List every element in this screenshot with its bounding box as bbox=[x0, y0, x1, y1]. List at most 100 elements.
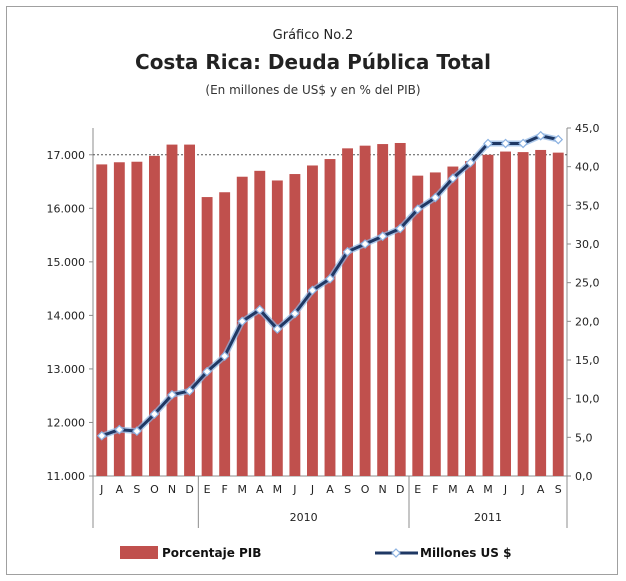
line-marker bbox=[167, 389, 177, 400]
left-tick-label: 17.000 bbox=[47, 149, 86, 162]
line-marker bbox=[377, 231, 388, 242]
chart-title: Costa Rica: Deuda Pública Total bbox=[135, 50, 491, 74]
left-tick-label: 16.000 bbox=[47, 202, 86, 215]
right-tick-label: 45,0 bbox=[575, 122, 600, 135]
bar bbox=[394, 142, 406, 476]
x-tick-label: O bbox=[361, 483, 370, 496]
line-marker bbox=[325, 273, 335, 284]
left-tick-label: 14.000 bbox=[47, 309, 86, 322]
line-marker bbox=[132, 426, 142, 436]
line-marker bbox=[465, 157, 476, 168]
bar bbox=[500, 151, 511, 476]
x-tick-label: J bbox=[310, 483, 314, 496]
bar bbox=[113, 162, 125, 476]
right-tick-label: 40,0 bbox=[575, 161, 600, 174]
left-tick-label: 15.000 bbox=[47, 256, 86, 269]
line-marker bbox=[202, 366, 212, 377]
line-marker bbox=[254, 304, 265, 315]
bar bbox=[535, 149, 547, 476]
line-marker bbox=[483, 138, 493, 149]
line-marker bbox=[114, 424, 125, 435]
line-marker bbox=[395, 223, 406, 234]
line-marker bbox=[307, 285, 318, 296]
x-tick-label: F bbox=[222, 483, 228, 496]
x-tick-label: J bbox=[292, 483, 296, 496]
line-marker bbox=[290, 308, 300, 319]
bar bbox=[149, 155, 160, 476]
line-marker bbox=[518, 138, 528, 149]
bar bbox=[96, 164, 108, 476]
line-marker bbox=[219, 351, 230, 361]
x-tick-label: M bbox=[483, 483, 493, 496]
right-tick-label: 5,0 bbox=[575, 431, 593, 444]
x-tick-label: N bbox=[168, 483, 176, 496]
x-tick-label: A bbox=[467, 483, 475, 496]
bar bbox=[307, 165, 318, 476]
x-tick-label: A bbox=[256, 483, 264, 496]
bar bbox=[412, 175, 424, 476]
x-tick-label: J bbox=[99, 483, 103, 496]
line-marker bbox=[184, 386, 195, 396]
line-marker bbox=[237, 316, 248, 327]
right-tick-label: 20,0 bbox=[575, 315, 600, 328]
line-marker bbox=[430, 192, 441, 203]
x-tick-label: M bbox=[237, 483, 247, 496]
bar bbox=[131, 161, 143, 476]
right-tick-label: 10,0 bbox=[575, 393, 600, 406]
x-tick-label: F bbox=[432, 483, 438, 496]
x-tick-label: N bbox=[379, 483, 387, 496]
bar bbox=[289, 174, 301, 476]
bar bbox=[342, 148, 353, 477]
bar bbox=[482, 154, 494, 476]
legend-label-bar: Porcentaje PIB bbox=[162, 546, 261, 560]
right-tick-label: 15,0 bbox=[575, 354, 600, 367]
year-label: 2011 bbox=[474, 511, 502, 524]
x-tick-label: E bbox=[414, 483, 421, 496]
line-marker bbox=[500, 138, 511, 149]
bar bbox=[324, 159, 336, 476]
x-tick-label: M bbox=[448, 483, 458, 496]
chart-supertitle: Gráfico No.2 bbox=[272, 28, 354, 43]
line-marker bbox=[96, 430, 107, 441]
x-tick-label: J bbox=[503, 483, 507, 496]
bar bbox=[447, 166, 459, 476]
line-marker bbox=[342, 246, 353, 257]
line-marker bbox=[553, 134, 564, 145]
chart-subtitle: (En millones de US$ y en % del PIB) bbox=[205, 83, 421, 97]
line-marker bbox=[535, 130, 546, 141]
year-label: 2010 bbox=[290, 511, 318, 524]
bar bbox=[359, 145, 371, 476]
right-tick-label: 35,0 bbox=[575, 199, 600, 212]
left-tick-label: 11.000 bbox=[47, 470, 86, 483]
x-tick-label: S bbox=[133, 483, 140, 496]
legend-label-line: Millones US $ bbox=[420, 546, 511, 560]
x-tick-label: D bbox=[396, 483, 404, 496]
line-marker bbox=[149, 409, 160, 419]
bar bbox=[377, 144, 389, 477]
legend-swatch-bar bbox=[120, 546, 158, 559]
bar bbox=[517, 152, 529, 477]
right-tick-label: 25,0 bbox=[575, 277, 600, 290]
x-tick-label: A bbox=[537, 483, 545, 496]
bar bbox=[166, 144, 178, 476]
bar bbox=[254, 170, 266, 477]
line-marker bbox=[360, 239, 370, 249]
line-marker bbox=[448, 173, 458, 184]
x-tick-label: A bbox=[116, 483, 124, 496]
legend-marker bbox=[391, 548, 401, 558]
x-tick-label: S bbox=[344, 483, 351, 496]
left-tick-label: 13.000 bbox=[47, 363, 86, 376]
x-tick-label: E bbox=[204, 483, 211, 496]
line-marker bbox=[272, 324, 283, 334]
bar bbox=[552, 152, 564, 476]
bar bbox=[201, 197, 213, 476]
x-tick-label: D bbox=[185, 483, 193, 496]
right-tick-label: 0,0 bbox=[575, 470, 593, 483]
x-tick-label: M bbox=[273, 483, 283, 496]
line-marker bbox=[412, 204, 423, 215]
x-tick-label: A bbox=[326, 483, 334, 496]
bar bbox=[219, 192, 231, 476]
left-tick-label: 12.000 bbox=[47, 416, 86, 429]
x-tick-label: J bbox=[520, 483, 524, 496]
